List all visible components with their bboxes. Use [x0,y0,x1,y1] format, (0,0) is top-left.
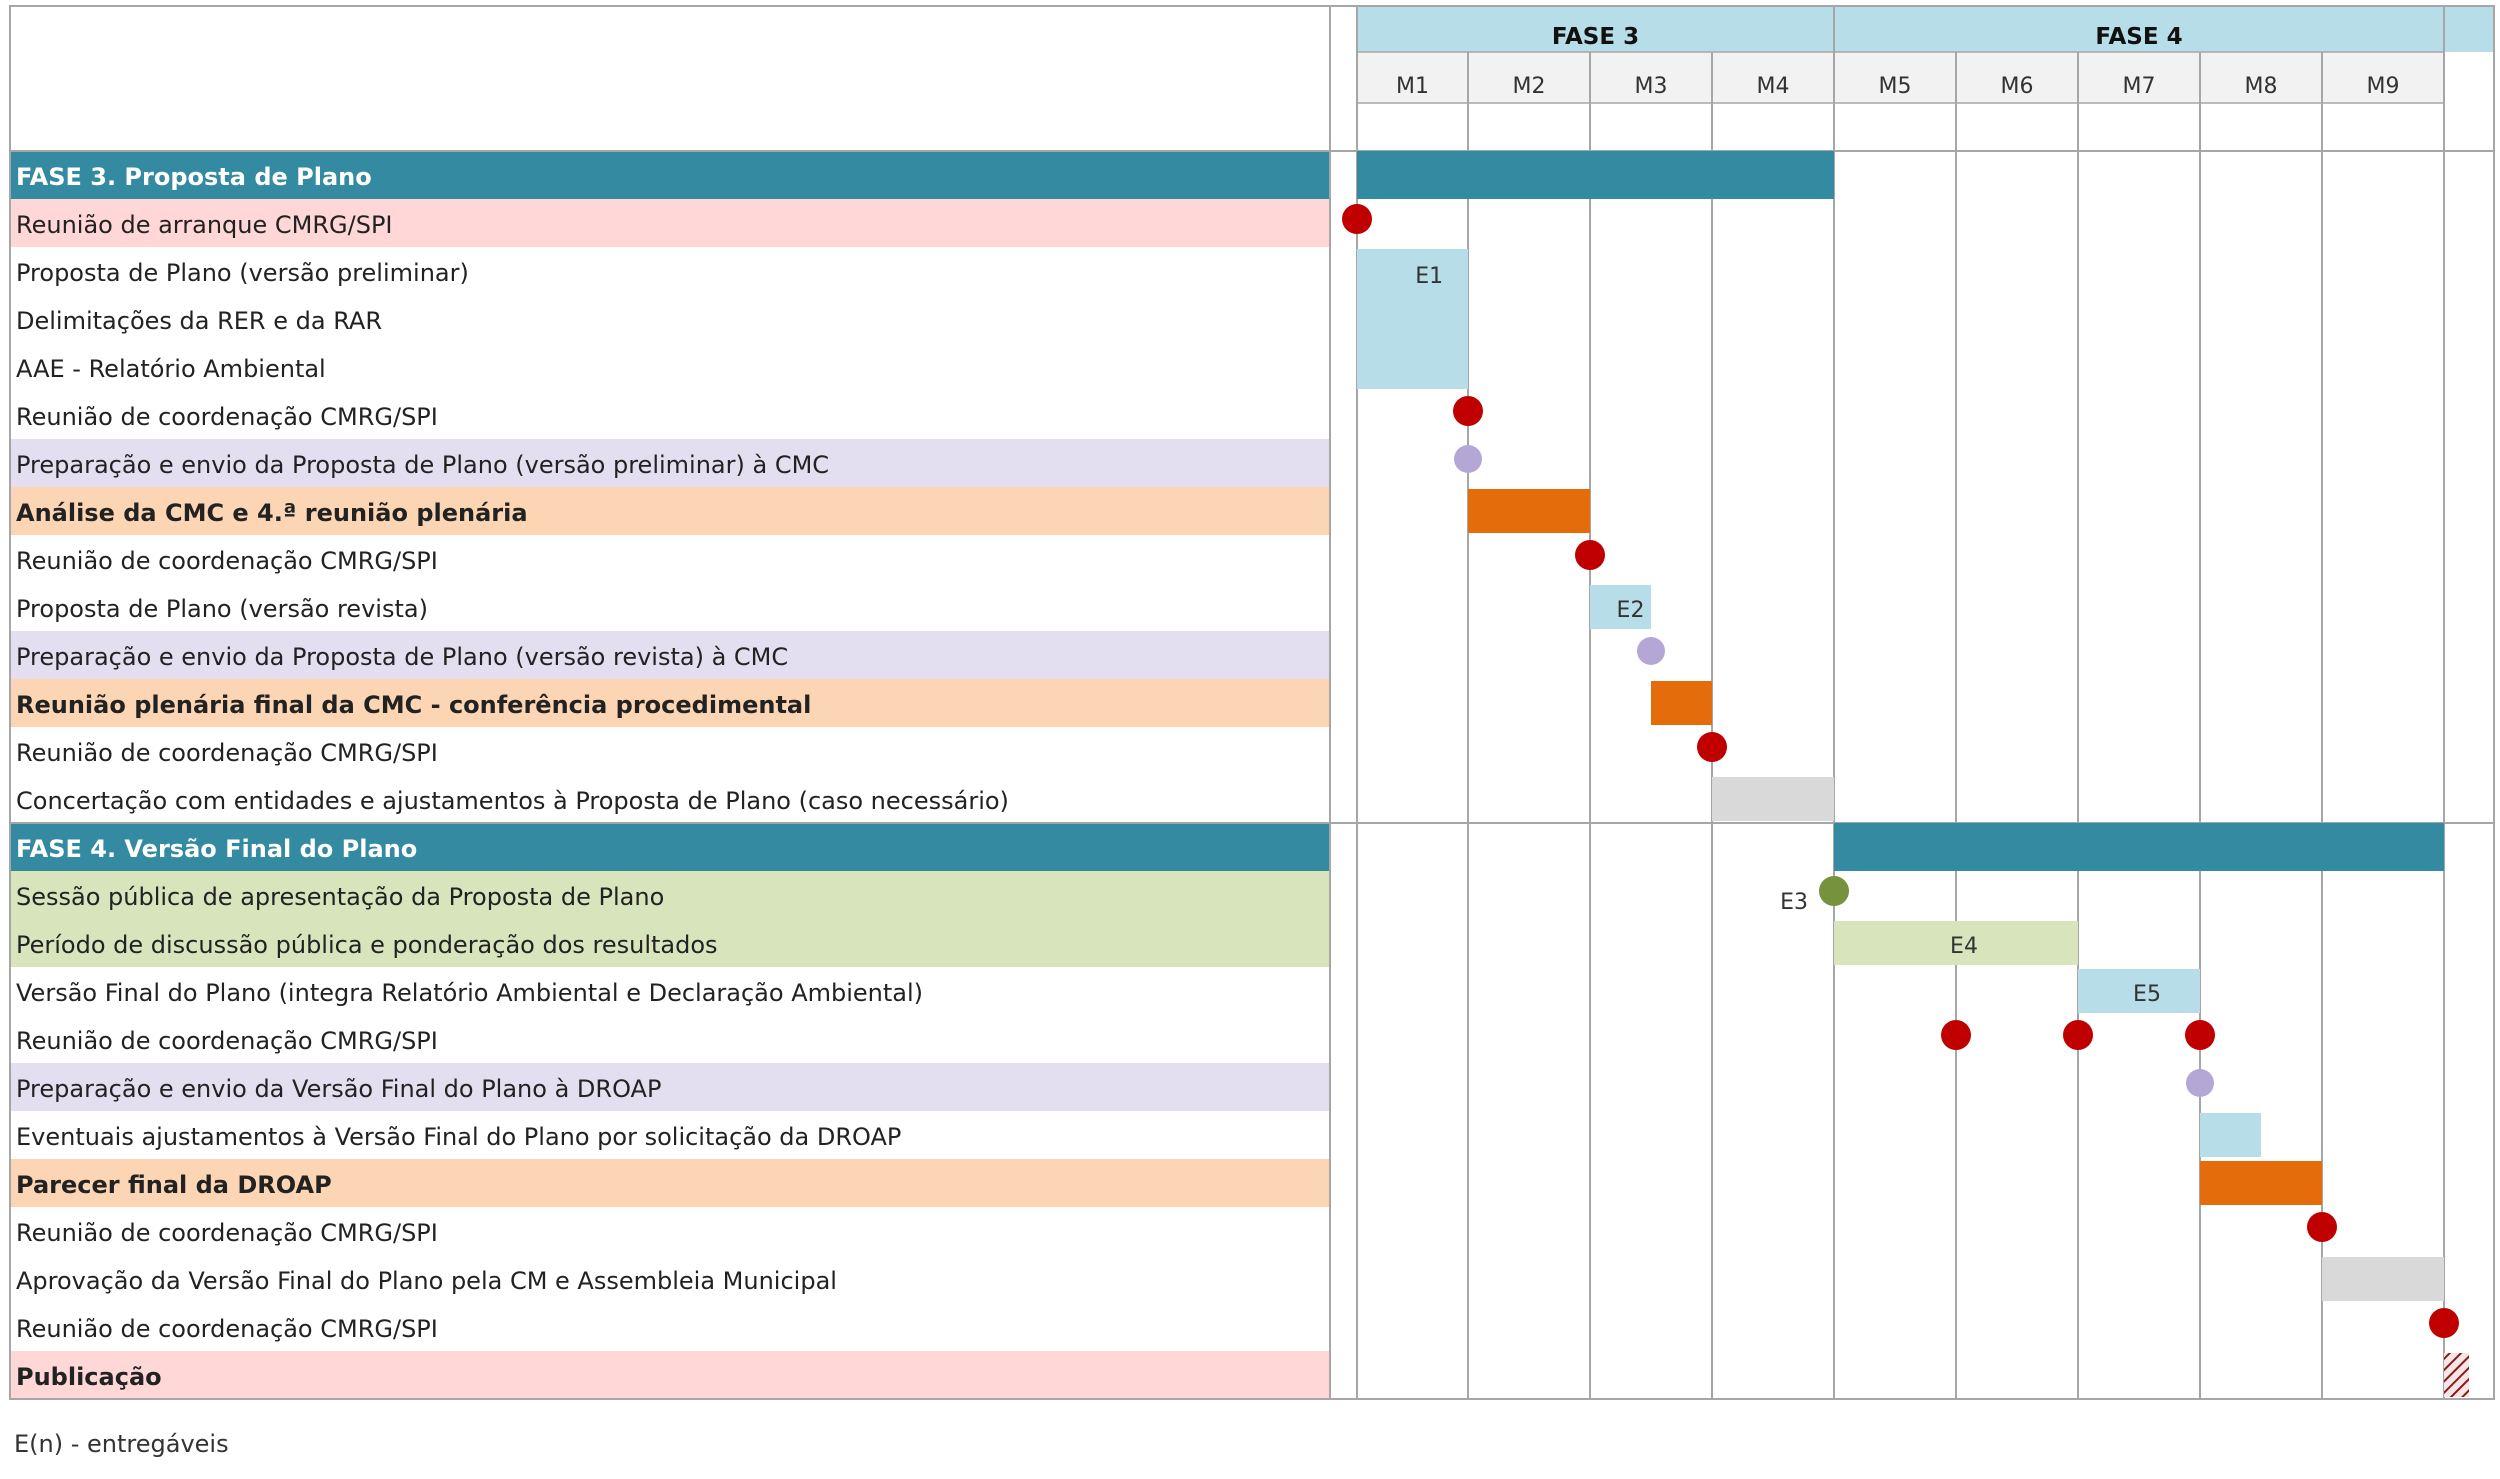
meeting-marker [1941,1020,1971,1050]
task-bar [1468,489,1590,533]
phase-bar [1834,823,2444,871]
task-label: Preparação e envio da Proposta de Plano … [16,451,829,479]
row-label-bg [10,199,1330,247]
row-label-bg [10,1351,1330,1399]
task-label: Versão Final do Plano (integra Relatório… [16,979,923,1007]
deliverable-tag: E1 [1415,264,1443,289]
task-bar [1712,777,1834,821]
task-label: Reunião de coordenação CMRG/SPI [16,1027,438,1055]
header-extra-band [2444,6,2494,52]
meeting-marker [2429,1308,2459,1338]
task-label: Aprovação da Versão Final do Plano pela … [16,1267,837,1295]
meeting-marker [2307,1212,2337,1242]
header-fase3-band [1357,6,1834,52]
month-tick-label: M5 [1879,74,1912,99]
task-label: Reunião de coordenação CMRG/SPI [16,403,438,431]
task-label: Concertação com entidades e ajustamentos… [16,787,1009,815]
task-label: Proposta de Plano (versão revista) [16,595,428,623]
task-label: Reunião plenária final da CMC - conferên… [16,691,811,719]
row-label-bg [10,439,1330,487]
month-tick-label: M3 [1635,74,1668,99]
task-bar [1590,585,1651,629]
send-marker [1637,637,1665,665]
task-bar [1834,921,2078,965]
deliverable-tag: E3 [1780,890,1808,915]
session-marker [1819,876,1849,906]
deliverable-tag: E5 [2133,982,2161,1007]
meeting-marker [1453,396,1483,426]
deliverable-span [1357,249,1468,389]
task-label: Proposta de Plano (versão preliminar) [16,259,469,287]
task-label: Publicação [16,1363,162,1391]
task-bar [2078,969,2200,1013]
deliverable-tag: E4 [1950,934,1978,959]
meeting-marker [1575,540,1605,570]
month-header-band [1357,52,2444,103]
task-label: Reunião de coordenação CMRG/SPI [16,547,438,575]
row-label-bg [10,1063,1330,1111]
phase-row-label: FASE 3. Proposta de Plano [16,163,372,191]
send-marker [2186,1069,2214,1097]
phase-bar [1357,151,1834,199]
header-fase4-band [1834,6,2444,52]
meeting-marker [2185,1020,2215,1050]
phase-row-label: FASE 4. Versão Final do Plano [16,835,417,863]
task-bar [2200,1161,2322,1205]
meeting-marker [1342,204,1372,234]
task-label: Reunião de arranque CMRG/SPI [16,211,393,239]
deliverable-tag: E2 [1617,598,1645,623]
row-label-bg [10,487,1330,535]
meeting-marker [1697,732,1727,762]
row-label-bg [10,919,1330,967]
phase-row-label-bg [10,823,1330,871]
task-label: Sessão pública de apresentação da Propos… [16,883,664,911]
task-label: Preparação e envio da Versão Final do Pl… [16,1075,661,1103]
task-label: Parecer final da DROAP [16,1171,332,1199]
task-label: Reunião de coordenação CMRG/SPI [16,739,438,767]
month-tick-label: M6 [2001,74,2034,99]
task-bar [1651,681,1712,725]
phase-header-label: FASE 3 [1552,24,1639,50]
row-label-bg [10,871,1330,919]
meeting-marker [2063,1020,2093,1050]
task-bar [2200,1113,2261,1157]
task-label: Período de discussão pública e ponderaçã… [16,931,718,959]
month-tick-label: M8 [2245,74,2278,99]
send-marker [1454,445,1482,473]
row-label-bg [10,1159,1330,1207]
month-tick-label: M1 [1396,74,1429,99]
task-label: AAE - Relatório Ambiental [16,355,326,383]
task-label: Análise da CMC e 4.ª reunião plenária [16,499,528,527]
publication-hatch [2444,1353,2469,1397]
task-label: Preparação e envio da Proposta de Plano … [16,643,788,671]
task-label: Eventuais ajustamentos à Versão Final do… [16,1123,901,1151]
phase-header-label: FASE 4 [2095,24,2182,50]
task-label: Reunião de coordenação CMRG/SPI [16,1219,438,1247]
month-tick-label: M9 [2367,74,2400,99]
phase-row-label-bg [10,151,1330,199]
task-bar [2322,1257,2444,1301]
task-label: Reunião de coordenação CMRG/SPI [16,1315,438,1343]
month-tick-label: M2 [1513,74,1546,99]
row-label-bg [10,679,1330,727]
row-label-bg [10,631,1330,679]
footnote: E(n) - entregáveis [14,1430,229,1458]
month-tick-label: M4 [1757,74,1790,99]
task-label: Delimitações da RER e da RAR [16,307,382,335]
month-tick-label: M7 [2123,74,2156,99]
